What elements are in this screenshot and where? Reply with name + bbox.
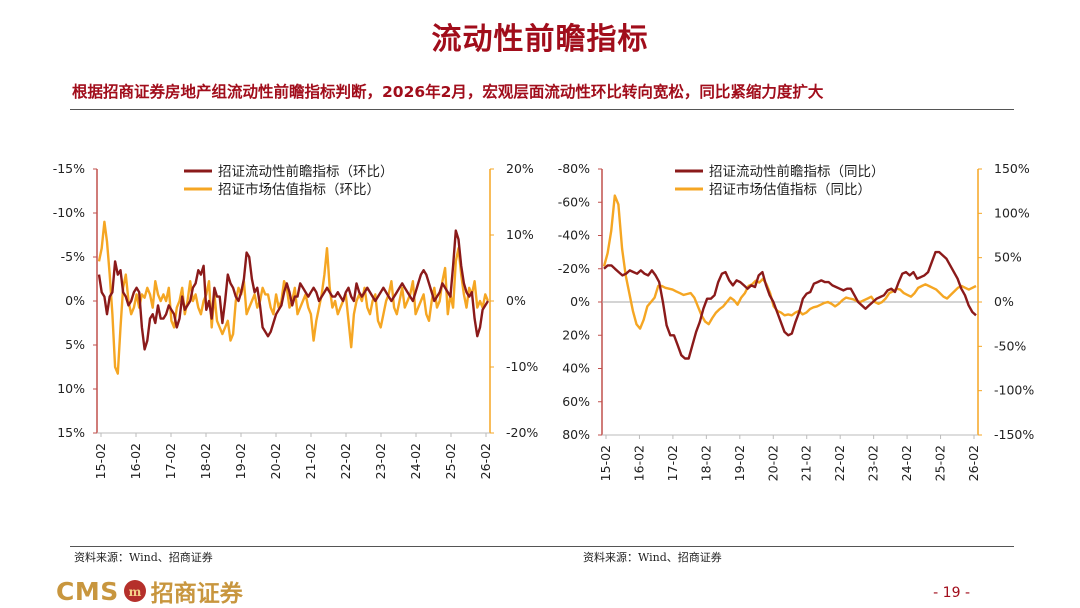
- x-tick-label: 15-02: [598, 445, 613, 481]
- left-tick-label: 10%: [57, 381, 85, 396]
- x-tick-label: 17-02: [163, 443, 178, 479]
- right-tick-label: 100%: [994, 205, 1030, 220]
- x-tick-label: 16-02: [128, 443, 143, 479]
- right-tick-label: -20%: [506, 425, 538, 440]
- legend-label: 招证流动性前瞻指标（环比）: [218, 163, 394, 180]
- legend-label: 招证市场估值指标（同比）: [709, 181, 871, 198]
- x-tick-label: 26-02: [478, 443, 493, 479]
- x-tick-label: 16-02: [631, 445, 646, 481]
- left-tick-label: -20%: [558, 261, 590, 276]
- x-tick-label: 22-02: [832, 445, 847, 481]
- right-tick-label: -10%: [506, 359, 538, 374]
- x-tick-label: 17-02: [665, 445, 680, 481]
- x-tick-label: 21-02: [799, 445, 814, 481]
- x-tick-label: 19-02: [233, 443, 248, 479]
- series-line-valuation: [602, 194, 977, 330]
- series-line-liquidity: [603, 250, 977, 360]
- left-tick-label: 0%: [65, 293, 85, 308]
- series-line-liquidity: [97, 229, 490, 351]
- x-tick-label: 25-02: [933, 445, 948, 481]
- right-tick-label: 150%: [994, 161, 1030, 176]
- page-subtitle: 根据招商证券房地产组流动性前瞻指标判断，2026年2月，宏观层面流动性环比转向宽…: [72, 83, 824, 101]
- left-tick-label: -5%: [61, 249, 85, 264]
- left-tick-label: -40%: [558, 228, 590, 243]
- header-divider: [70, 109, 1014, 110]
- left-tick-label: -10%: [53, 205, 85, 220]
- chart-yoy-svg: -80% -60% -40% -20% 0% 20% 40% 60% 80% 150% 100% 50…: [558, 161, 1035, 481]
- x-tick-label: 26-02: [966, 445, 981, 481]
- left-tick-label: 80%: [562, 427, 590, 442]
- source-note-right: 资料来源：Wind、招商证券: [583, 551, 722, 564]
- x-tick-label: 18-02: [198, 443, 213, 479]
- x-tick-label: 20-02: [765, 445, 780, 481]
- right-tick-label: 0%: [506, 293, 526, 308]
- chart-mom: -15% -10% -5% 0% 5% 10% 15% 20% 10% 0% -10% -20% 15-…: [40, 150, 540, 495]
- x-tick-label: 25-02: [443, 443, 458, 479]
- left-tick-label: 5%: [65, 337, 85, 352]
- right-tick-label: 20%: [506, 161, 534, 176]
- footer-divider: [70, 546, 1014, 547]
- logo-text-en: CMS: [56, 576, 119, 606]
- x-tick-label: 15-02: [93, 443, 108, 479]
- left-tick-label: -60%: [558, 194, 590, 209]
- right-tick-label: -50%: [994, 338, 1026, 353]
- page-number: - 19 -: [933, 585, 970, 601]
- right-tick-label: 0%: [994, 294, 1014, 309]
- x-tick-label: 19-02: [732, 445, 747, 481]
- chart-mom-svg: -15% -10% -5% 0% 5% 10% 15% 20% 10% 0% -10% -20% 15-…: [53, 161, 539, 479]
- logo-text-cn: 招商证券: [150, 580, 243, 607]
- svg-text:m: m: [128, 585, 141, 599]
- right-tick-label: 50%: [994, 250, 1022, 265]
- legend-label: 招证流动性前瞻指标（同比）: [709, 163, 885, 180]
- chart-yoy: -80% -60% -40% -20% 0% 20% 40% 60% 80% 150% 100% 50…: [545, 150, 1045, 495]
- company-logo: CMS m 招商证券: [56, 576, 243, 608]
- right-tick-label: -150%: [994, 427, 1034, 442]
- right-tick-label: -100%: [994, 383, 1034, 398]
- x-tick-label: 23-02: [373, 443, 388, 479]
- source-note-left: 资料来源：Wind、招商证券: [74, 551, 213, 564]
- x-tick-label: 23-02: [866, 445, 881, 481]
- x-tick-label: 22-02: [338, 443, 353, 479]
- left-tick-label: -80%: [558, 161, 590, 176]
- x-tick-label: 20-02: [268, 443, 283, 479]
- page-title: 流动性前瞻指标: [431, 22, 649, 57]
- left-tick-label: 60%: [562, 394, 590, 409]
- left-tick-label: 20%: [562, 327, 590, 342]
- x-tick-label: 21-02: [303, 443, 318, 479]
- logo-emblem-icon: m: [123, 580, 146, 602]
- x-tick-label: 24-02: [408, 443, 423, 479]
- legend-label: 招证市场估值指标（环比）: [218, 181, 380, 198]
- left-tick-label: -15%: [53, 161, 85, 176]
- left-tick-label: 40%: [562, 361, 590, 376]
- right-tick-label: 10%: [506, 227, 534, 242]
- series-line-valuation: [97, 220, 490, 375]
- left-tick-label: 15%: [57, 425, 85, 440]
- x-tick-label: 18-02: [698, 445, 713, 481]
- x-tick-label: 24-02: [899, 445, 914, 481]
- left-tick-label: 0%: [570, 294, 590, 309]
